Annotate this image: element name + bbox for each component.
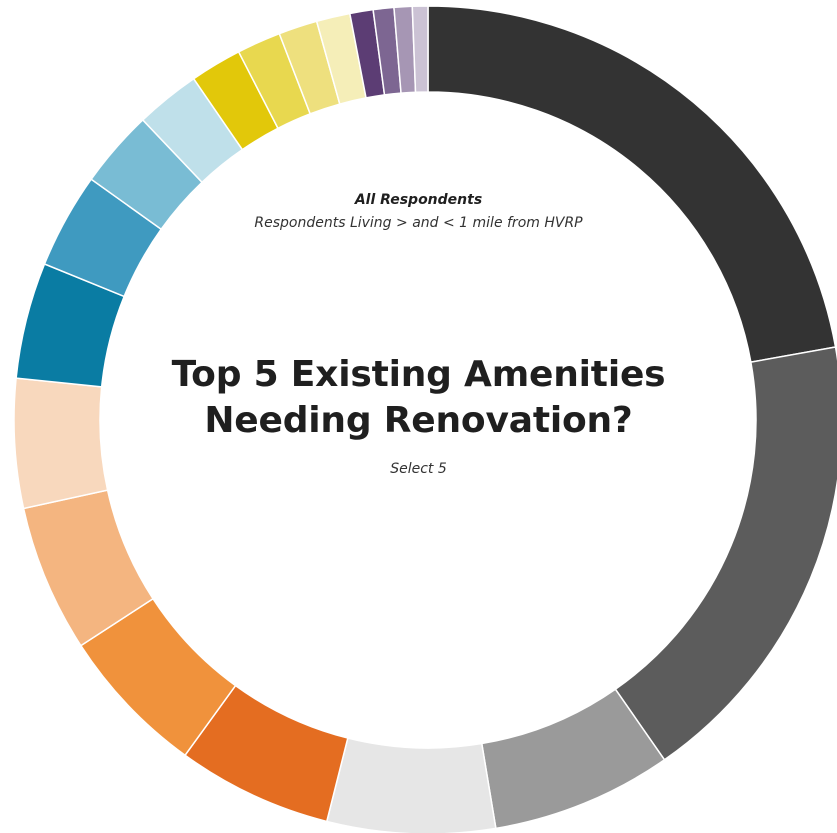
chart-instruction: Select 5 xyxy=(390,461,447,477)
donut-slice-20 xyxy=(411,5,429,94)
chart-title-text: Top 5 Existing Amenities Needing Renovat… xyxy=(171,354,666,441)
donut-slice-1 xyxy=(427,5,837,364)
chart-subtitle-secondary: Respondents Living > and < 1 mile from H… xyxy=(254,215,583,231)
chart-title: Top 5 Existing Amenities Needing Renovat… xyxy=(0,352,837,444)
chart-subtitle-primary: All Respondents xyxy=(354,192,483,208)
donut-slices xyxy=(13,5,837,833)
donut-slice-4 xyxy=(325,737,497,833)
